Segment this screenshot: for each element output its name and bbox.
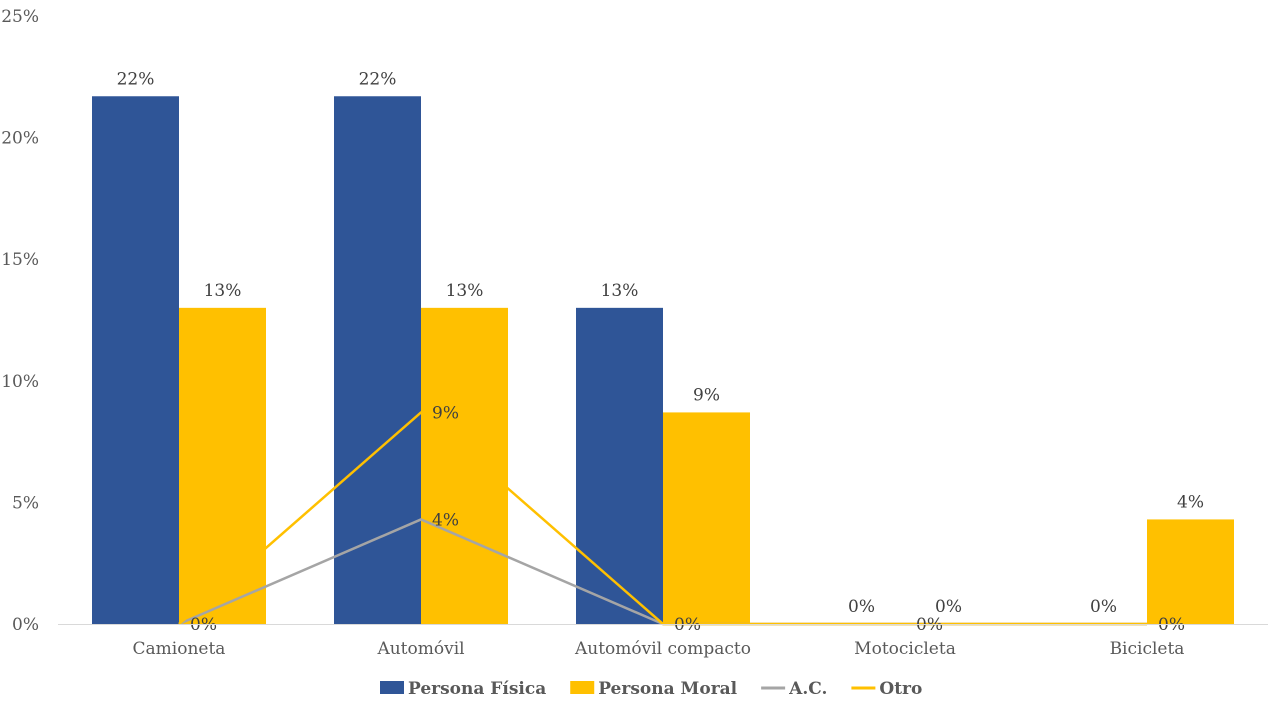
y-tick-label: 15% — [1, 250, 39, 270]
data-labels: 22%13%22%13% 13%9%0% 0% 0%4%0%4%0% 0% 0%9% — [117, 69, 1204, 635]
legend-label: Persona Física — [408, 679, 546, 699]
data-label-persona-fisica: 0% — [1090, 597, 1117, 617]
data-label-persona-fisica: 22% — [359, 69, 397, 89]
x-axis: Camioneta Automóvil Automóvil compacto Moto… — [58, 624, 1268, 659]
legend: Persona Física Persona Moral A.C. Otro — [380, 679, 922, 699]
y-tick-label: 0% — [12, 615, 39, 635]
legend-item-a-c: A.C. — [761, 679, 827, 699]
y-tick-label: 25% — [1, 7, 39, 27]
data-label-persona-moral: 0% — [935, 597, 962, 617]
legend-label: Persona Moral — [598, 679, 737, 699]
legend-item-persona-moral: Persona Moral — [570, 679, 738, 699]
legend-label: Otro — [879, 679, 922, 699]
bars — [92, 96, 1234, 625]
x-tick-label: Camioneta — [133, 639, 226, 659]
y-axis: 0% 5% 10% 15% 20% 25% — [1, 7, 39, 635]
data-label-a-c: 4% — [432, 510, 459, 530]
legend-label: A.C. — [788, 679, 827, 699]
bar-persona-fisica-automovil — [334, 96, 421, 625]
bar-persona-fisica-camioneta — [92, 96, 179, 625]
data-label-persona-moral: 13% — [446, 281, 484, 301]
bar-persona-moral-automovil — [421, 307, 508, 624]
data-label-persona-moral: 13% — [204, 281, 242, 301]
legend-swatch-persona-fisica — [380, 681, 404, 694]
legend-item-persona-fisica: Persona Física — [380, 679, 546, 699]
bar-persona-moral-camioneta — [179, 307, 266, 624]
data-label-persona-fisica: 0% — [848, 597, 875, 617]
x-tick-label: Bicicleta — [1110, 639, 1185, 659]
x-tick-label: Motocicleta — [854, 639, 956, 659]
y-tick-label: 5% — [12, 493, 39, 513]
data-label-persona-fisica: 13% — [601, 281, 639, 301]
y-tick-label: 20% — [1, 129, 39, 149]
legend-item-otro: Otro — [851, 679, 922, 699]
data-label-persona-moral: 9% — [693, 385, 720, 405]
bar-persona-fisica-automovil-compacto — [576, 307, 663, 624]
data-label-otro: 9% — [432, 403, 459, 423]
x-tick-label: Automóvil — [376, 639, 464, 659]
legend-swatch-persona-moral — [570, 681, 595, 694]
data-label-persona-moral: 4% — [1177, 492, 1204, 512]
bar-persona-moral-automovil-compacto — [663, 412, 750, 624]
data-label-persona-fisica: 22% — [117, 69, 155, 89]
y-tick-label: 10% — [1, 372, 39, 392]
x-tick-label: Automóvil compacto — [574, 639, 751, 659]
bar-persona-moral-bicicleta — [1147, 519, 1234, 624]
